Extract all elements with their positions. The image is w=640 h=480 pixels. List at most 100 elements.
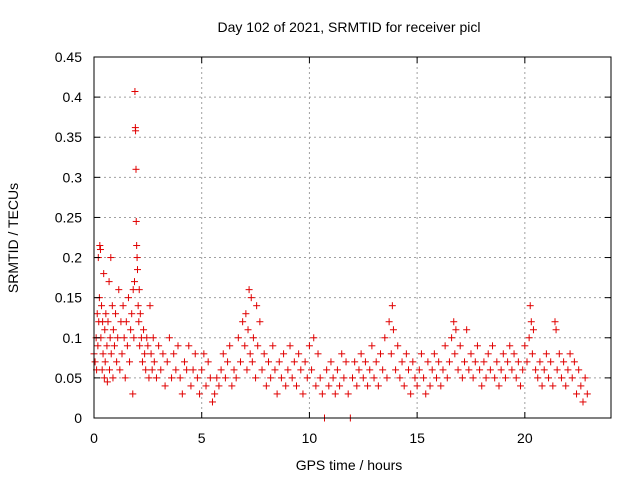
x-tick-label: 15: [409, 430, 425, 446]
data-point: [573, 390, 581, 398]
data-point: [536, 358, 544, 366]
data-point: [196, 390, 204, 398]
data-point: [342, 358, 350, 366]
plot-frame: [93, 56, 612, 419]
data-point: [138, 358, 146, 366]
data-point: [392, 366, 400, 374]
data-point: [353, 382, 361, 390]
data-point: [508, 366, 516, 374]
data-point: [553, 366, 561, 374]
data-point: [145, 374, 153, 382]
data-point: [340, 374, 348, 382]
data-point: [135, 318, 143, 326]
data-point: [262, 382, 270, 390]
data-point: [101, 326, 109, 334]
data-point: [134, 266, 142, 274]
data-point: [361, 358, 369, 366]
data-point: [105, 278, 113, 286]
data-point: [476, 366, 484, 374]
data-point: [130, 334, 138, 342]
data-point: [110, 342, 118, 350]
data-point: [114, 334, 122, 342]
data-point: [570, 358, 578, 366]
data-point: [312, 382, 320, 390]
data-point: [234, 334, 242, 342]
data-point: [106, 366, 114, 374]
data-point: [519, 366, 527, 374]
data-point: [562, 382, 570, 390]
y-tick-label: 0.2: [63, 250, 83, 266]
data-point: [254, 342, 262, 350]
data-point: [310, 334, 318, 342]
data-point: [204, 358, 212, 366]
data-point: [118, 350, 126, 358]
data-point: [107, 254, 115, 262]
data-point: [248, 358, 256, 366]
data-point: [132, 127, 140, 135]
data-point: [381, 334, 389, 342]
data-point: [388, 302, 396, 310]
data-point: [226, 342, 234, 350]
data-point: [286, 342, 294, 350]
data-point: [284, 366, 292, 374]
y-tick-label: 0.4: [63, 89, 83, 105]
data-point: [221, 374, 229, 382]
data-point: [157, 366, 165, 374]
data-point: [374, 382, 382, 390]
data-point: [152, 374, 160, 382]
data-point: [338, 350, 346, 358]
y-tick-label: 0.35: [55, 129, 82, 145]
chart-title: Day 102 of 2021, SRMTID for receiver pic…: [218, 19, 481, 35]
data-point: [98, 302, 106, 310]
data-point: [102, 310, 110, 318]
data-point: [112, 310, 120, 318]
data-point: [525, 334, 533, 342]
data-point: [161, 382, 169, 390]
data-point: [385, 318, 393, 326]
data-point: [275, 358, 283, 366]
data-point: [394, 342, 402, 350]
data-point: [149, 334, 157, 342]
data-point: [253, 302, 261, 310]
data-point: [189, 366, 197, 374]
data-point: [305, 342, 313, 350]
data-point: [99, 350, 107, 358]
data-point: [424, 358, 432, 366]
data-point: [504, 358, 512, 366]
data-point: [491, 374, 499, 382]
data-point: [355, 366, 363, 374]
data-point: [103, 378, 111, 386]
data-point: [297, 366, 305, 374]
data-point: [336, 382, 344, 390]
data-point: [359, 374, 367, 382]
data-point: [308, 366, 316, 374]
y-tick-label: 0.05: [55, 370, 82, 386]
data-point: [178, 390, 186, 398]
data-point: [463, 326, 471, 334]
data-point: [146, 302, 154, 310]
data-point: [277, 374, 285, 382]
data-point: [187, 382, 195, 390]
data-point: [127, 326, 135, 334]
data-point: [295, 350, 303, 358]
data-point: [107, 350, 115, 358]
data-point: [439, 366, 447, 374]
y-tick-label: 0.1: [63, 330, 83, 346]
data-point: [521, 342, 529, 350]
data-point: [379, 366, 387, 374]
data-point: [168, 374, 176, 382]
data-point: [528, 350, 536, 358]
data-point: [120, 334, 128, 342]
data-point: [514, 358, 522, 366]
data-point: [433, 374, 441, 382]
data-point: [428, 366, 436, 374]
data-point: [124, 294, 132, 302]
data-point: [323, 366, 331, 374]
data-point: [163, 358, 171, 366]
data-point: [333, 366, 341, 374]
data-point: [213, 374, 221, 382]
data-point: [219, 350, 227, 358]
data-point: [372, 358, 380, 366]
data-point: [377, 350, 385, 358]
data-point: [134, 302, 142, 310]
